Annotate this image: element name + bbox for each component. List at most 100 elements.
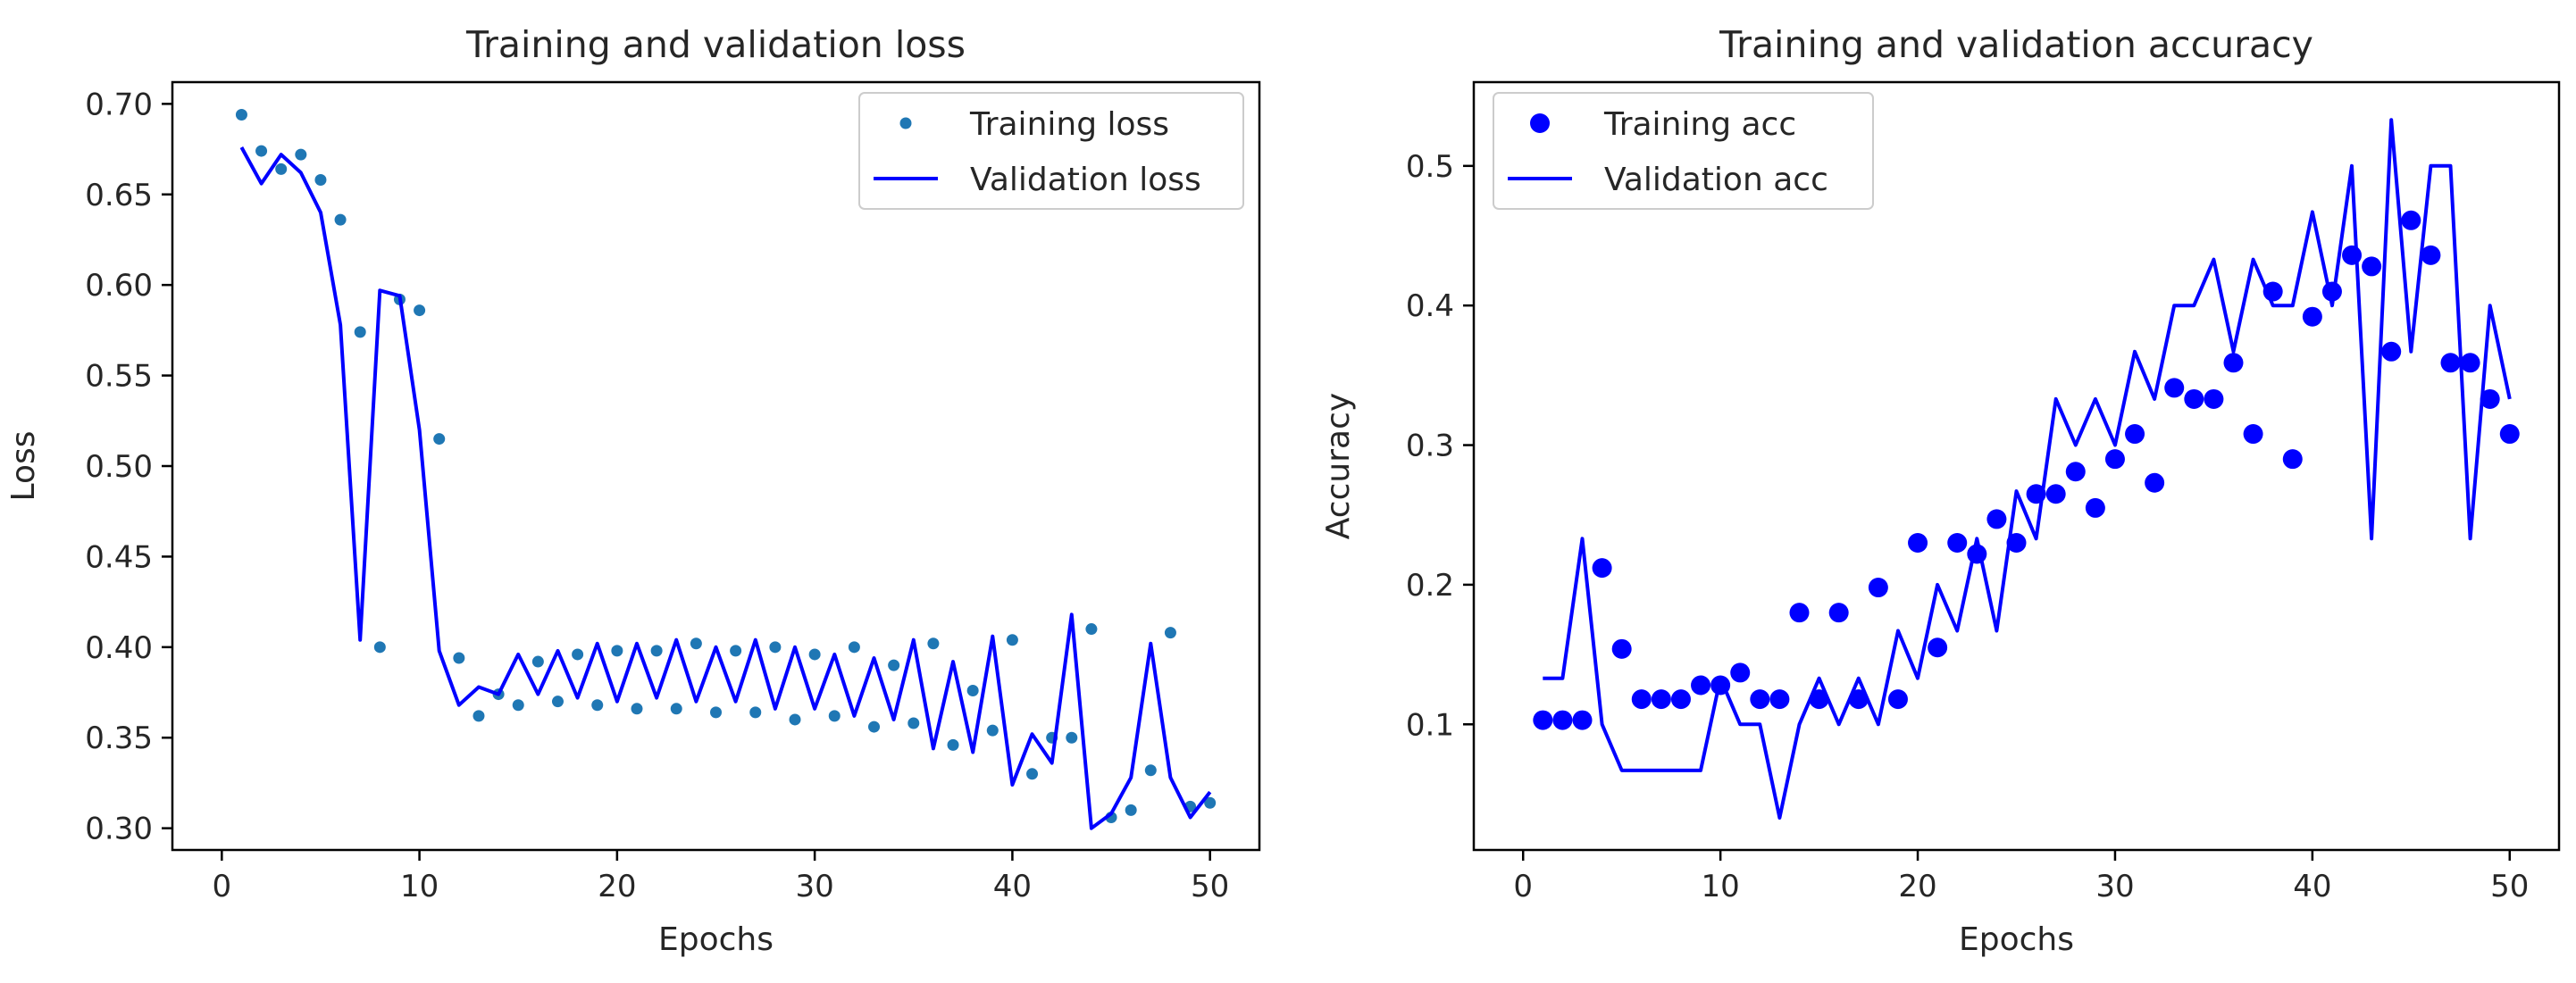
loss-training-loss-point <box>888 659 900 671</box>
loss-training-loss-point <box>650 645 663 657</box>
accuracy-x-axis-label: Epochs <box>1959 921 2074 958</box>
loss-y-tick-label: 0.40 <box>85 630 153 666</box>
accuracy-training-acc-point <box>2460 353 2480 373</box>
accuracy-training-acc-point <box>1868 578 1888 598</box>
loss-training-loss-point <box>295 148 307 161</box>
accuracy-training-acc-point <box>1651 689 1671 710</box>
loss-training-loss-point <box>927 637 940 650</box>
loss-chart-title: Training and validation loss <box>465 23 966 66</box>
loss-legend-validation-label: Validation loss <box>970 162 1201 198</box>
accuracy-training-acc-point <box>2440 353 2461 373</box>
loss-training-loss-point <box>1006 634 1018 646</box>
accuracy-x-tick-label: 20 <box>1898 869 1936 904</box>
accuracy-training-acc-point <box>2401 210 2421 230</box>
loss-training-loss-point <box>433 433 446 446</box>
loss-y-tick-label: 0.50 <box>85 449 153 485</box>
accuracy-legend-training-label: Training acc <box>1603 106 1796 143</box>
accuracy-x-tick-label: 50 <box>2490 869 2529 904</box>
accuracy-legend-box <box>1493 92 1874 210</box>
accuracy-training-acc-point <box>1789 603 1810 623</box>
loss-training-loss-point <box>591 699 604 712</box>
loss-x-tick-label: 10 <box>400 869 439 904</box>
loss-y-tick-label: 0.70 <box>85 87 153 122</box>
accuracy-x-tick-label: 0 <box>1513 869 1533 904</box>
loss-training-loss-point <box>611 645 623 657</box>
accuracy-training-acc-point <box>1887 689 1908 710</box>
accuracy-y-axis-label: Accuracy <box>1320 393 1357 539</box>
accuracy-x-tick-label: 40 <box>2293 869 2331 904</box>
loss-validation-loss-line <box>239 146 1212 830</box>
accuracy-training-acc-point <box>2125 424 2145 445</box>
accuracy-y-tick-label: 0.5 <box>1406 149 1454 185</box>
loss-training-loss-point <box>1144 764 1157 777</box>
loss-training-loss-point <box>789 713 801 726</box>
accuracy-training-acc-point <box>1986 509 2007 529</box>
loss-training-loss-point <box>710 706 722 719</box>
loss-training-loss-point <box>512 699 524 712</box>
loss-y-tick-label: 0.35 <box>85 721 153 756</box>
loss-training-loss-point <box>255 145 268 157</box>
loss-training-loss-point <box>670 703 682 715</box>
accuracy-training-acc-point <box>1670 689 1691 710</box>
loss-training-loss-point <box>314 174 327 187</box>
accuracy-y-tick-label: 0.2 <box>1406 568 1454 604</box>
accuracy-legend-training-marker <box>1530 113 1550 133</box>
loss-training-loss-point <box>453 652 465 664</box>
loss-training-loss-point <box>730 645 742 657</box>
accuracy-training-acc-point <box>1611 638 1632 659</box>
loss-y-tick-label: 0.45 <box>85 539 153 575</box>
loss-training-loss-point <box>828 710 841 722</box>
accuracy-training-acc-point <box>2164 378 2185 398</box>
accuracy-x-tick-label: 10 <box>1702 869 1740 904</box>
accuracy-training-acc-point <box>2045 484 2066 504</box>
accuracy-training-acc-point <box>2104 449 2125 470</box>
accuracy-training-acc-point <box>2381 341 2402 362</box>
loss-x-axis-label: Epochs <box>658 921 774 958</box>
accuracy-training-acc-point <box>2282 449 2303 470</box>
accuracy-training-acc-point <box>1947 533 1968 553</box>
loss-training-loss-point <box>334 213 347 226</box>
accuracy-legend: Training acc Validation acc <box>1493 92 1874 210</box>
loss-ticks: 0 10 20 30 40 50 0.30 0.35 0.40 0.45 0.50 0.55 0.60 0… <box>85 87 1229 904</box>
accuracy-training-acc-point <box>1730 662 1751 683</box>
loss-training-loss-point <box>769 641 782 654</box>
loss-training-loss-point <box>868 721 881 733</box>
accuracy-training-acc-point <box>1908 533 1928 553</box>
loss-training-loss-point <box>1204 796 1217 809</box>
loss-training-loss-point <box>966 685 979 697</box>
accuracy-training-acc-point <box>2362 256 2382 277</box>
accuracy-training-acc-point <box>2204 388 2224 409</box>
loss-y-axis-label: Loss <box>5 431 42 502</box>
loss-y-tick-label: 0.60 <box>85 268 153 304</box>
loss-training-loss-point <box>1164 627 1176 639</box>
accuracy-training-acc-point <box>1828 603 1849 623</box>
loss-training-loss-point <box>235 109 247 121</box>
loss-training-loss-point <box>631 703 643 715</box>
accuracy-ticks: 0 10 20 30 40 50 0.1 0.2 0.3 0.4 0.5 <box>1406 149 2529 904</box>
accuracy-axes-frame <box>1472 80 2561 852</box>
loss-legend-box <box>858 92 1244 210</box>
loss-x-tick-label: 0 <box>212 869 231 904</box>
loss-training-loss-point <box>986 724 999 737</box>
loss-x-tick-label: 30 <box>796 869 834 904</box>
loss-training-loss-point <box>749 706 762 719</box>
loss-training-loss-point <box>808 648 821 661</box>
accuracy-plot-area <box>1533 118 2520 820</box>
loss-training-loss-point <box>947 738 959 751</box>
loss-training-loss-point <box>551 696 564 708</box>
accuracy-training-acc-point <box>2480 388 2500 409</box>
accuracy-training-acc-point <box>2184 388 2204 409</box>
accuracy-chart-title: Training and validation accuracy <box>1719 23 2313 66</box>
loss-y-tick-label: 0.65 <box>85 178 153 213</box>
loss-training-loss-point <box>1125 804 1137 816</box>
loss-plot-area <box>235 109 1217 830</box>
loss-training-loss-point <box>572 648 584 661</box>
loss-training-loss-point <box>531 655 544 668</box>
accuracy-training-acc-point <box>2085 497 2105 518</box>
loss-training-loss-point <box>473 710 485 722</box>
accuracy-training-acc-point <box>1572 710 1593 730</box>
accuracy-training-acc-point <box>1592 558 1612 579</box>
loss-chart: 0 10 20 30 40 50 0.30 0.35 0.40 0.45 0.50 0.55 0.60 0… <box>5 23 1261 958</box>
